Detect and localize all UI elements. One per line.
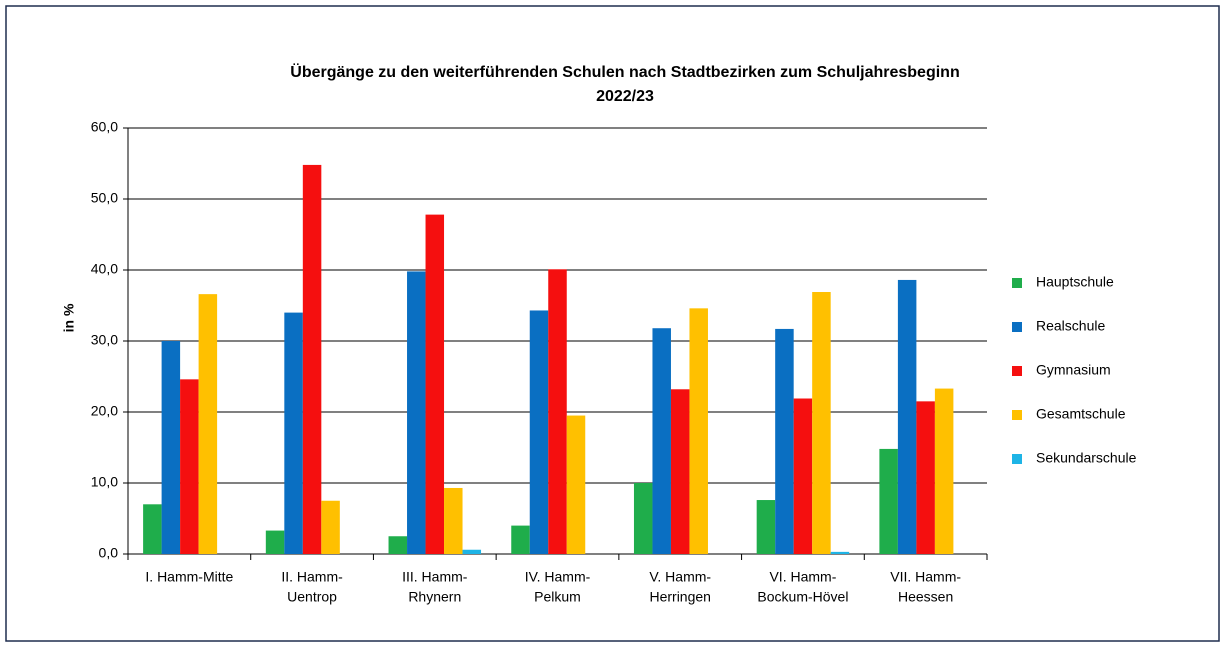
bar (425, 214, 445, 554)
bar (879, 448, 898, 554)
bar (812, 292, 831, 554)
bar (511, 525, 530, 554)
legend-label: Sekundarschule (1036, 450, 1137, 466)
bar (180, 379, 199, 554)
x-tick-label: VII. Hamm- (890, 569, 961, 585)
bar (633, 483, 653, 554)
bar (161, 341, 181, 554)
x-tick-label: Rhynern (408, 589, 461, 605)
bar (566, 415, 586, 554)
bar (444, 487, 463, 554)
bar (265, 530, 285, 554)
legend-label: Gymnasium (1036, 362, 1111, 378)
bar (198, 294, 218, 554)
chart-title: 2022/23 (596, 88, 654, 105)
legend-swatch (1012, 278, 1022, 288)
bar (407, 271, 426, 554)
bar (388, 536, 408, 554)
y-tick-label: 0,0 (99, 545, 119, 561)
bar (775, 328, 794, 554)
bar (756, 500, 776, 554)
y-tick-label: 50,0 (91, 190, 118, 206)
bar (916, 401, 935, 554)
x-tick-label: VI. Hamm- (769, 569, 836, 585)
y-tick-label: 30,0 (91, 332, 118, 348)
legend-label: Realschule (1036, 318, 1105, 334)
x-tick-label: Herringen (649, 589, 710, 605)
y-tick-label: 60,0 (91, 119, 118, 135)
bar (302, 164, 322, 555)
y-axis-label: in % (61, 303, 77, 332)
y-tick-label: 40,0 (91, 261, 118, 277)
x-tick-label: Uentrop (287, 589, 337, 605)
y-tick-label: 20,0 (91, 403, 118, 419)
x-tick-label: Bockum-Hövel (757, 589, 848, 605)
legend-swatch (1012, 410, 1022, 420)
bar (670, 389, 690, 554)
bar (548, 269, 567, 554)
bar (830, 551, 850, 554)
bar (284, 312, 303, 554)
bar (143, 504, 162, 554)
chart-title: Übergänge zu den weiterführenden Schulen… (290, 62, 959, 81)
x-tick-label: V. Hamm- (649, 569, 711, 585)
bar (652, 328, 671, 554)
legend-swatch (1012, 366, 1022, 376)
x-tick-label: II. Hamm- (281, 569, 343, 585)
bar (529, 310, 549, 554)
bar (462, 549, 482, 554)
legend-swatch (1012, 454, 1022, 464)
x-tick-label: I. Hamm-Mitte (145, 569, 233, 585)
legend-label: Gesamtschule (1036, 406, 1126, 422)
x-tick-label: Heessen (898, 589, 953, 605)
bar (897, 279, 917, 554)
y-tick-label: 10,0 (91, 474, 118, 490)
x-tick-label: IV. Hamm- (525, 569, 591, 585)
legend-swatch (1012, 322, 1022, 332)
x-tick-label: Pelkum (534, 589, 581, 605)
bar (793, 398, 813, 554)
bar (934, 388, 954, 554)
bar (689, 308, 708, 554)
legend-label: Hauptschule (1036, 274, 1114, 290)
x-tick-label: III. Hamm- (402, 569, 468, 585)
bar (321, 500, 340, 554)
